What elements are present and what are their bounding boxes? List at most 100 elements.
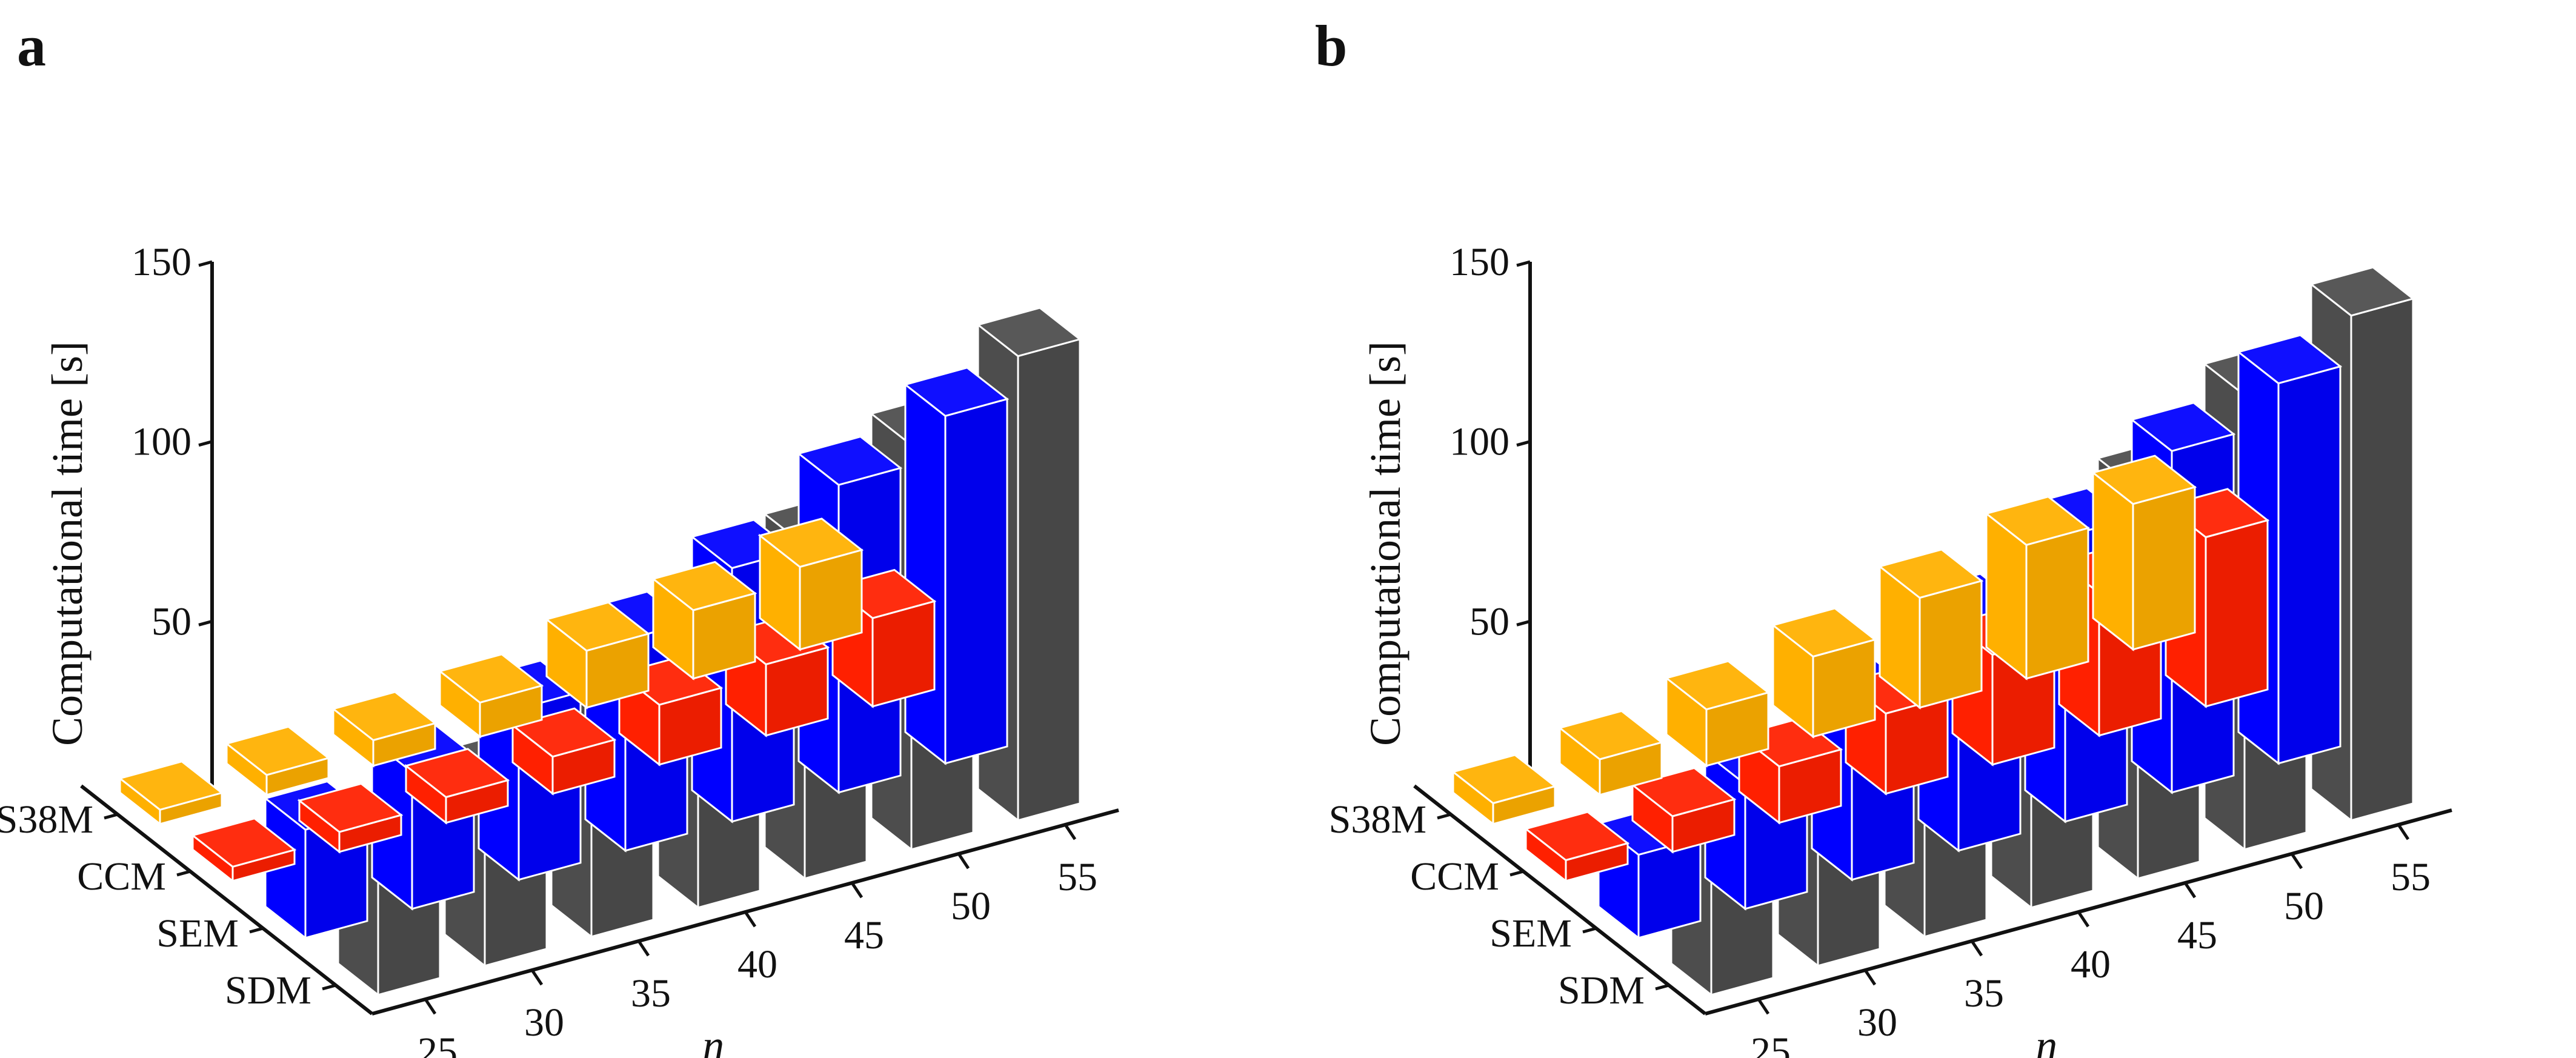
bar-top-face <box>404 748 510 799</box>
x-tick-label: 40 <box>2071 942 2111 986</box>
y-tick-label: 50 <box>151 599 191 644</box>
y-tick-mark <box>1516 619 1531 627</box>
x-tick-label: 45 <box>2177 913 2217 957</box>
x-tick-mark <box>1757 998 1770 1015</box>
bar-S38M-45 <box>1877 548 1984 710</box>
bar-top-face <box>1630 767 1737 817</box>
bar-top-face <box>796 435 903 486</box>
bar-CCM-30 <box>1630 767 1737 854</box>
x-tick-label: 35 <box>1964 971 2004 1016</box>
bar-S38M-25 <box>1451 754 1557 826</box>
bar-S38M-50 <box>1984 496 2091 680</box>
bar-top-face <box>1451 754 1557 805</box>
series-tick-label: SEM <box>156 911 239 956</box>
y-axis-label: Computational time [s] <box>1361 341 1409 746</box>
bar-top-face <box>2236 334 2343 385</box>
x-tick-mark <box>424 998 437 1015</box>
y-tick-mark <box>1516 440 1531 447</box>
x-tick-label: 45 <box>844 913 884 957</box>
y-axis-label: Computational time [s] <box>43 341 92 746</box>
x-tick-mark <box>2397 823 2410 840</box>
series-tick-label: CCM <box>1410 854 1499 899</box>
x-tick-mark <box>744 911 757 928</box>
bar-front-face <box>2277 365 2341 765</box>
series-tick-label: SDM <box>1558 968 1645 1013</box>
bar-CCM-35 <box>404 748 510 825</box>
bar-top-face <box>438 653 544 704</box>
panel-label-b: b <box>1315 13 1347 78</box>
series-tick-label: S38M <box>0 797 93 842</box>
series-tick-label: CCM <box>77 854 166 899</box>
y-tick-label: 100 <box>131 420 191 464</box>
bar-top-face <box>331 691 438 742</box>
series-tick-mark <box>176 870 191 877</box>
bar-CCM-35 <box>1737 717 1843 825</box>
y-tick-mark <box>198 619 213 627</box>
bar-top-face <box>2091 454 2197 505</box>
bar-front-face <box>2350 297 2414 822</box>
panel-label-a: a <box>17 13 46 78</box>
bar-top-face <box>976 307 1082 358</box>
bar-front-face <box>2025 527 2089 680</box>
series-tick-mark <box>1437 813 1451 820</box>
bar-top-face <box>651 561 757 611</box>
bar-S38M-25 <box>118 760 224 826</box>
series-tick-mark <box>322 983 336 991</box>
bar-S38M-35 <box>331 691 438 768</box>
bar-SEM-55 <box>903 367 1010 765</box>
x-axis-label: n <box>702 1021 724 1058</box>
bar-front-face <box>1919 579 1983 709</box>
bar-front-face <box>2132 485 2196 651</box>
bar-top-face <box>1523 811 1630 862</box>
chart-panel-a: 050100150Computational time [s]253035404… <box>0 240 1119 1058</box>
x-tick-label: 55 <box>1057 855 1097 899</box>
y-tick-mark <box>198 260 213 267</box>
series-tick-label: S38M <box>1329 797 1426 842</box>
x-tick-mark <box>1063 823 1077 840</box>
bar-CCM-25 <box>190 817 297 883</box>
bar-S38M-55 <box>757 517 864 651</box>
bar-top-face <box>1771 607 1877 658</box>
y-tick-label: 150 <box>1449 240 1509 284</box>
bar-CCM-30 <box>297 782 404 854</box>
x-tick-label: 30 <box>524 1000 564 1045</box>
bar-top-face <box>118 760 224 811</box>
series-axis-line <box>1413 784 1706 1016</box>
bar-S38M-55 <box>2091 454 2197 651</box>
bar-top-face <box>297 782 404 833</box>
series-tick-mark <box>1582 927 1597 934</box>
bar-top-face <box>1664 660 1771 711</box>
y-tick-label: 100 <box>1449 420 1509 464</box>
x-tick-mark <box>1863 969 1877 986</box>
bar-front-face <box>2205 519 2269 708</box>
bar-S38M-40 <box>1771 607 1877 739</box>
series-axis-line <box>80 784 373 1016</box>
y-tick-mark <box>198 440 213 447</box>
x-tick-label: 35 <box>631 971 671 1016</box>
series-tick-label: SEM <box>1489 911 1572 956</box>
bar-top-face <box>224 725 331 776</box>
x-tick-label: 25 <box>418 1030 458 1058</box>
bar-front-face <box>871 600 936 708</box>
series-tick-mark <box>1509 870 1524 877</box>
bar-S38M-30 <box>1557 710 1664 797</box>
x-tick-mark <box>1970 940 1983 957</box>
bar-top-face <box>903 367 1010 418</box>
series-tick-mark <box>1655 983 1669 991</box>
x-tick-label: 40 <box>737 942 777 986</box>
bar-top-face <box>2129 402 2236 452</box>
bar-top-face <box>1984 496 2091 546</box>
x-tick-mark <box>530 969 544 986</box>
x-tick-mark <box>637 940 650 957</box>
y-tick-mark <box>1516 260 1531 267</box>
bar-S38M-40 <box>438 653 544 739</box>
x-tick-mark <box>2183 882 2197 899</box>
x-tick-label: 30 <box>1857 1000 1897 1045</box>
series-tick-mark <box>249 927 264 934</box>
bar-top-face <box>2309 266 2415 317</box>
x-axis-label: n <box>2035 1021 2057 1058</box>
bar-front-face <box>944 398 1008 765</box>
x-tick-mark <box>2077 911 2090 928</box>
bar-top-face <box>1877 548 1984 599</box>
